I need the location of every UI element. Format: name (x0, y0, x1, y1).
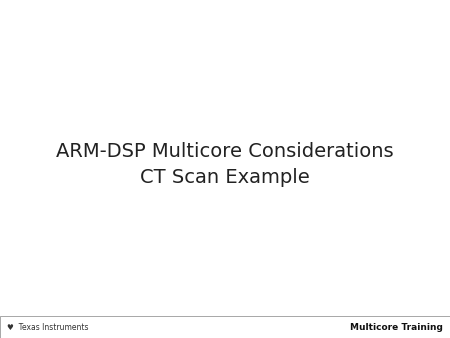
Text: Multicore Training: Multicore Training (351, 322, 443, 332)
Text: ♥  Texas Instruments: ♥ Texas Instruments (7, 322, 88, 332)
Text: ARM-DSP Multicore Considerations
CT Scan Example: ARM-DSP Multicore Considerations CT Scan… (56, 142, 394, 187)
